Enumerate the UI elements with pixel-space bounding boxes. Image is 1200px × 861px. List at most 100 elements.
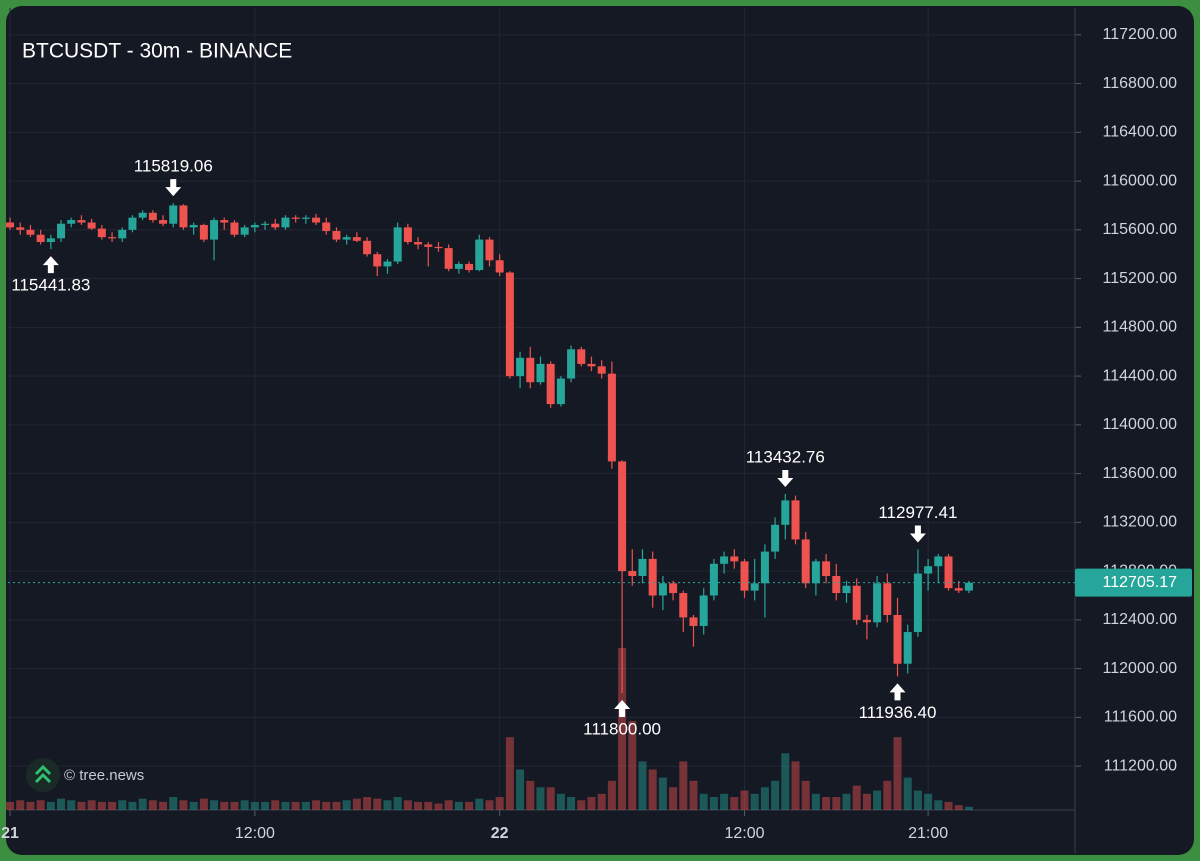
candle-body bbox=[148, 212, 157, 221]
marker-arrow bbox=[909, 525, 926, 543]
volume-bar bbox=[46, 801, 55, 810]
volume-bar bbox=[189, 801, 198, 810]
candle-body bbox=[730, 556, 739, 562]
volume-bar bbox=[169, 797, 178, 810]
volume-bar bbox=[434, 803, 443, 810]
candle-body bbox=[903, 632, 912, 664]
volume-bar bbox=[587, 797, 596, 810]
volume-bar bbox=[16, 800, 25, 810]
volume-bar bbox=[658, 777, 667, 810]
candle-body bbox=[77, 220, 86, 223]
candle-body bbox=[373, 254, 382, 267]
volume-bar bbox=[363, 797, 372, 810]
candle-body bbox=[383, 261, 392, 267]
candle-body bbox=[261, 223, 270, 225]
candle-body bbox=[485, 239, 494, 261]
candle-body bbox=[536, 363, 545, 383]
candle-body bbox=[954, 588, 963, 591]
volume-bar bbox=[536, 787, 545, 810]
volume-bar bbox=[36, 800, 45, 810]
candle-body bbox=[414, 242, 423, 245]
candle-body bbox=[179, 205, 188, 228]
volume-bar bbox=[903, 777, 912, 810]
candle-body bbox=[128, 217, 137, 230]
y-tick-label: 116000.00 bbox=[1103, 172, 1178, 189]
volume-bar bbox=[750, 793, 759, 810]
candle-body bbox=[169, 205, 178, 224]
volume-bar bbox=[893, 737, 902, 810]
candle-body bbox=[6, 222, 15, 228]
volume-bar bbox=[495, 797, 504, 810]
volume-bar bbox=[618, 648, 627, 810]
volume-bar bbox=[924, 793, 933, 810]
candle-body bbox=[964, 582, 973, 591]
candle-body bbox=[189, 224, 198, 228]
candle-body bbox=[709, 563, 718, 596]
y-tick-label: 115200.00 bbox=[1103, 270, 1178, 287]
candle-body bbox=[118, 229, 127, 239]
candle-body bbox=[546, 363, 555, 405]
candle-body bbox=[199, 224, 208, 240]
candle-body bbox=[108, 237, 117, 239]
volume-bar bbox=[781, 753, 790, 810]
volume-bar bbox=[760, 787, 769, 810]
candle-body bbox=[240, 227, 249, 235]
candle-body bbox=[781, 500, 790, 525]
volume-bar bbox=[954, 805, 963, 810]
marker-label: 113432.76 bbox=[746, 447, 825, 466]
volume-bar bbox=[301, 801, 310, 810]
candle-body bbox=[210, 220, 219, 240]
candle-body bbox=[230, 222, 239, 235]
candle-body bbox=[628, 571, 637, 576]
candle-body bbox=[811, 561, 820, 584]
candle-body bbox=[393, 227, 402, 262]
candle-body bbox=[944, 556, 953, 589]
candle-body bbox=[669, 583, 678, 594]
volume-bar bbox=[414, 801, 423, 810]
last-price-tag bbox=[1075, 568, 1192, 597]
candle-body bbox=[505, 272, 514, 377]
candle-body bbox=[36, 234, 45, 243]
volume-bar bbox=[138, 798, 147, 810]
candle-body bbox=[403, 227, 412, 243]
volume-bar bbox=[709, 797, 718, 810]
candle-body bbox=[893, 614, 902, 664]
volume-bar bbox=[699, 793, 708, 810]
candle-body bbox=[46, 238, 55, 243]
volume-bar bbox=[791, 761, 800, 810]
candle-body bbox=[577, 349, 586, 364]
x-tick-label: 12:00 bbox=[724, 825, 764, 842]
volume-bar bbox=[852, 785, 861, 810]
volume-bar bbox=[689, 780, 698, 810]
volume-bar bbox=[913, 790, 922, 810]
candle-body bbox=[220, 220, 229, 223]
candle-body bbox=[352, 237, 361, 241]
candle-body bbox=[750, 583, 759, 591]
marker-arrow bbox=[42, 256, 59, 274]
candle-body bbox=[363, 240, 372, 255]
x-tick-label: 22 bbox=[491, 825, 509, 842]
volume-bar bbox=[628, 720, 637, 810]
volume-bar bbox=[862, 793, 871, 810]
volume-bar bbox=[740, 790, 749, 810]
volume-bar bbox=[67, 800, 76, 810]
volume-bar bbox=[291, 801, 300, 810]
candle-body bbox=[16, 227, 25, 230]
volume-bar bbox=[342, 800, 351, 810]
volume-bar bbox=[261, 801, 270, 810]
chart-title: BTCUSDT - 30m - BINANCE bbox=[22, 40, 292, 63]
volume-bar bbox=[546, 787, 555, 810]
candle-body bbox=[740, 561, 749, 591]
candle-body bbox=[475, 239, 484, 271]
candle-body bbox=[454, 263, 463, 269]
volume-bar bbox=[179, 800, 188, 810]
candle-body bbox=[342, 237, 351, 240]
y-tick-label: 114800.00 bbox=[1103, 319, 1178, 336]
y-tick-label: 115600.00 bbox=[1103, 221, 1178, 238]
volume-bar bbox=[210, 800, 219, 810]
candle-body bbox=[424, 244, 433, 247]
candle-body bbox=[434, 246, 443, 249]
candle-body bbox=[281, 217, 290, 228]
marker-arrow bbox=[165, 179, 182, 197]
